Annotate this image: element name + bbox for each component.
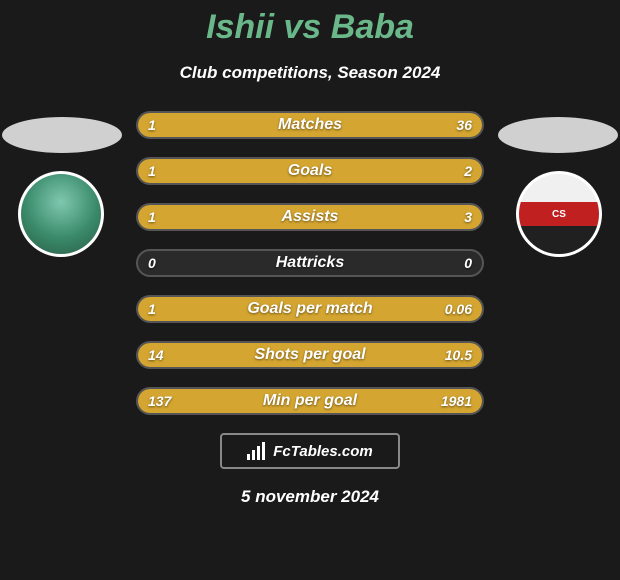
stat-label: Assists [138, 205, 482, 229]
stat-row: 00Hattricks [136, 249, 484, 277]
crest-icon [18, 171, 104, 257]
team-crest-left [18, 171, 104, 257]
stat-label: Goals [138, 159, 482, 183]
player-left-shadow [2, 117, 122, 153]
team-crest-right: CS [516, 171, 602, 257]
stat-row: 12Goals [136, 157, 484, 185]
stat-row: 136Matches [136, 111, 484, 139]
crest-icon: CS [516, 171, 602, 257]
bar-chart-icon [247, 442, 267, 460]
stat-label: Min per goal [138, 389, 482, 413]
stat-label: Matches [138, 113, 482, 137]
stat-label: Goals per match [138, 297, 482, 321]
brand-label: FcTables.com [273, 443, 372, 460]
stat-row: 1410.5Shots per goal [136, 341, 484, 369]
stat-row: 1371981Min per goal [136, 387, 484, 415]
subtitle: Club competitions, Season 2024 [0, 63, 620, 83]
stat-label: Hattricks [138, 251, 482, 275]
player-right-shadow [498, 117, 618, 153]
brand-link[interactable]: FcTables.com [220, 433, 400, 469]
stats-list: 136Matches 12Goals 13Assists 00Hattricks 10.… [136, 111, 484, 415]
page-title: Ishii vs Baba [0, 0, 620, 47]
comparison-panel: CS 136Matches 12Goals 13Assists 00Hattricks… [0, 111, 620, 507]
date-label: 5 november 2024 [0, 487, 620, 507]
stat-row: 13Assists [136, 203, 484, 231]
stat-row: 10.06Goals per match [136, 295, 484, 323]
stat-label: Shots per goal [138, 343, 482, 367]
